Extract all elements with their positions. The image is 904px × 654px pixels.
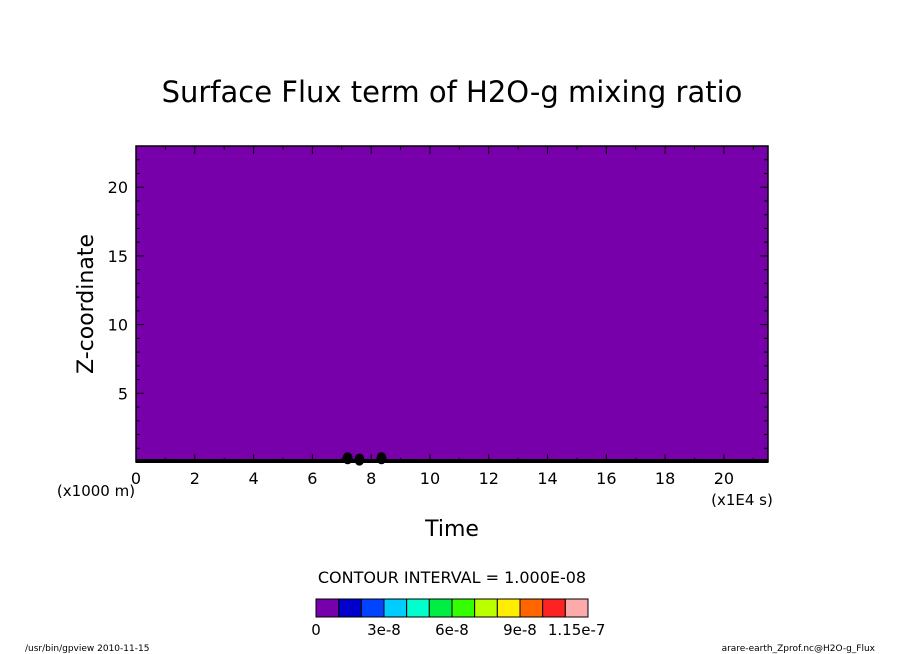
colorbar-cell-8 — [496, 598, 521, 618]
plot-frame — [135, 145, 769, 463]
colorbar-cell-1 — [338, 598, 362, 618]
x-tick-label-14: 14 — [537, 469, 557, 488]
colorbar-label-0: 0 — [311, 621, 321, 639]
chart-title: Surface Flux term of H2O-g mixing ratio — [162, 75, 743, 109]
x-tick-label-4: 4 — [248, 469, 258, 488]
x-tick-label-20: 20 — [714, 469, 734, 488]
colorbar: 0 3e-8 6e-8 9e-8 1.15e-7 — [311, 598, 606, 639]
footer-right: arare-earth_Zprof.nc@H2O-g_Flux — [722, 644, 876, 654]
contour-interval-text: CONTOUR INTERVAL = 1.000E-08 — [318, 568, 586, 587]
y-tick-label-15: 15 — [108, 247, 128, 266]
footer-left: /usr/bin/gpview 2010-11-15 — [25, 644, 149, 654]
x-tick-label-0: 0 — [131, 469, 141, 488]
x-axis-label: Time — [424, 517, 479, 542]
colorbar-cell-4 — [406, 598, 430, 618]
colorbar-cell-10 — [542, 598, 566, 618]
x-unit-label: (x1E4 s) — [711, 491, 773, 509]
x-tick-label-2: 2 — [190, 469, 200, 488]
colorbar-label-3e-8: 3e-8 — [367, 621, 401, 639]
colorbar-label-9e-8: 9e-8 — [503, 621, 537, 639]
x-tick-label-18: 18 — [655, 469, 675, 488]
plot-fill — [136, 146, 768, 462]
colorbar-label-1.15e-7: 1.15e-7 — [548, 621, 606, 639]
x-tick-label-10: 10 — [420, 469, 440, 488]
y-unit-label: (x1000 m) — [57, 482, 135, 500]
colorbar-cell-0 — [315, 598, 340, 618]
colorbar-cell-5 — [428, 598, 453, 618]
y-axis-label: Z-coordinate — [74, 234, 99, 374]
x-tick-label-6: 6 — [307, 469, 317, 488]
y-tick-label-20: 20 — [108, 178, 128, 197]
colorbar-cell-9 — [519, 598, 544, 618]
x-tick-label-16: 16 — [596, 469, 616, 488]
plot-area: 0 2 4 6 8 10 12 14 16 18 20 5 10 15 20 — [108, 145, 769, 488]
y-tick-label-10: 10 — [108, 316, 128, 335]
colorbar-cell-11 — [564, 598, 589, 618]
x-tick-label-12: 12 — [479, 469, 499, 488]
colorbar-cell-7 — [474, 598, 498, 618]
colorbar-label-6e-8: 6e-8 — [435, 621, 469, 639]
y-tick-label-5: 5 — [118, 384, 128, 403]
x-tick-label-8: 8 — [366, 469, 376, 488]
colorbar-cell-6 — [451, 598, 476, 618]
surface-mark-1 — [354, 453, 365, 466]
colorbar-cell-3 — [383, 598, 408, 618]
colorbar-cell-2 — [360, 598, 385, 618]
